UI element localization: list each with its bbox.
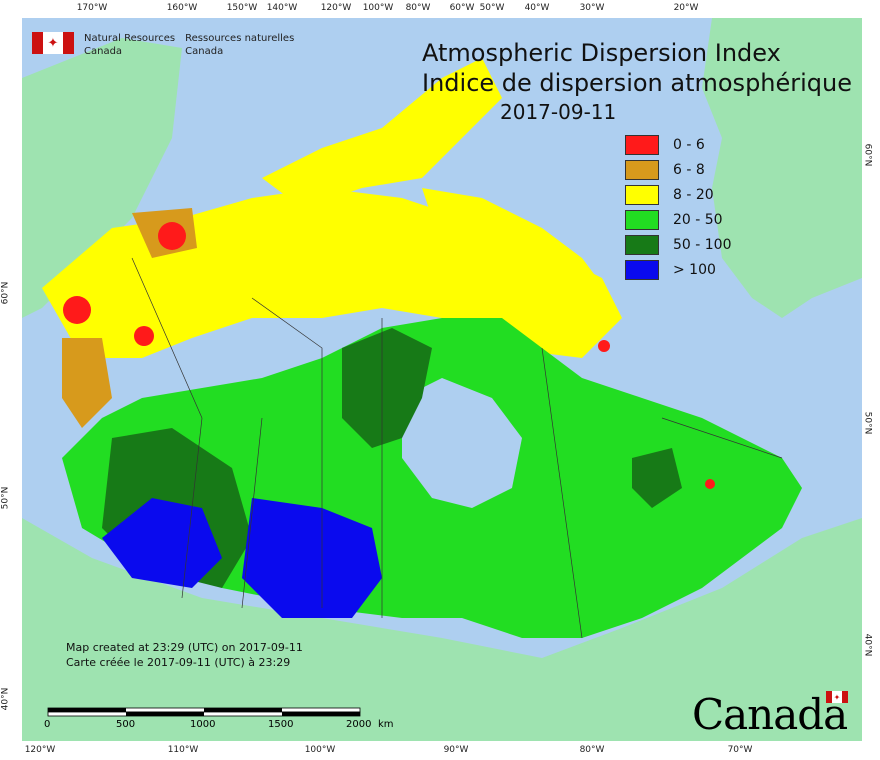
legend-label: 20 - 50 <box>673 211 723 228</box>
agency-name-en: Natural Resources Canada <box>84 33 176 57</box>
legend-item: 20 - 50 <box>625 207 732 232</box>
tick-top-60w: 60°W <box>449 3 475 13</box>
tick-top-140w: 140°W <box>266 3 298 13</box>
region-red-1 <box>158 222 186 250</box>
legend-label: 8 - 20 <box>673 186 714 203</box>
tick-top-100w: 100°W <box>362 3 394 13</box>
usa <box>22 518 862 741</box>
region-red-3 <box>134 326 154 346</box>
tick-bottom-100w: 100°W <box>304 745 336 755</box>
legend: 0 - 6 6 - 8 8 - 20 20 - 50 50 - 100 > 10… <box>625 132 732 282</box>
legend-swatch <box>625 209 659 230</box>
legend-item: 50 - 100 <box>625 232 732 257</box>
hudson-bay <box>402 378 522 508</box>
tick-bottom-110w: 110°W <box>167 745 199 755</box>
canada-flag-icon: ✦ <box>32 32 74 54</box>
alaska <box>22 38 182 318</box>
map-title: Atmospheric Dispersion Index Indice de d… <box>422 38 852 98</box>
dispersion-map <box>22 18 862 741</box>
scale-label-1000: 1000 <box>190 719 216 730</box>
nrcan-logo: ✦ Natural Resources Canada Ressources na… <box>32 32 294 58</box>
region-darkgreen-hudson <box>342 328 432 448</box>
legend-swatch <box>625 234 659 255</box>
tick-top-20w: 20°W <box>673 3 699 13</box>
tick-left-60n: 60°N <box>0 281 11 305</box>
map-date: 2017-09-11 <box>500 100 617 124</box>
tick-right-60n: 60°N <box>862 143 873 167</box>
credit-fr: Carte créée le 2017-09-11 (UTC) à 23:29 <box>66 656 291 669</box>
legend-item: 6 - 8 <box>625 157 732 182</box>
legend-swatch <box>625 184 659 205</box>
scale-unit: km <box>378 719 394 730</box>
scale-label-500: 500 <box>116 719 136 730</box>
tick-bottom-70w: 70°W <box>727 745 753 755</box>
legend-label: 6 - 8 <box>673 161 705 178</box>
region-orange-west <box>62 338 112 428</box>
wordmark-flag-icon: ✦ <box>826 691 848 703</box>
tick-bottom-80w: 80°W <box>579 745 605 755</box>
title-fr: Indice de dispersion atmosphérique <box>422 69 853 97</box>
legend-swatch <box>625 134 659 155</box>
legend-item: 0 - 6 <box>625 132 732 157</box>
tick-right-40n: 40°N <box>862 633 873 657</box>
greenland <box>702 18 862 318</box>
region-darkgreen-quebec <box>632 448 682 508</box>
tick-top-50w: 50°W <box>479 3 505 13</box>
region-red-5 <box>598 340 610 352</box>
baffin-island <box>422 188 612 328</box>
scale-bar-graphic <box>47 707 361 717</box>
region-red-2 <box>63 296 91 324</box>
agency-name-fr: Ressources naturelles Canada <box>185 33 295 57</box>
scale-label-1500: 1500 <box>268 719 294 730</box>
tick-left-50n: 50°N <box>0 486 11 510</box>
region-blue-central <box>242 498 382 618</box>
region-red-4 <box>705 479 715 489</box>
legend-item: > 100 <box>625 257 732 282</box>
map-credits: Map created at 23:29 (UTC) on 2017-09-11… <box>66 640 303 670</box>
title-en: Atmospheric Dispersion Index <box>422 39 781 67</box>
legend-label: 0 - 6 <box>673 136 705 153</box>
map-canvas[interactable] <box>22 18 862 741</box>
arctic-islands <box>262 58 502 208</box>
tick-right-50n: 50°N <box>862 411 873 435</box>
credit-en: Map created at 23:29 (UTC) on 2017-09-11 <box>66 641 303 654</box>
tick-top-40w: 40°W <box>524 3 550 13</box>
tick-top-160w: 160°W <box>166 3 198 13</box>
tick-top-30w: 30°W <box>579 3 605 13</box>
legend-swatch <box>625 259 659 280</box>
tick-top-150w: 150°W <box>226 3 258 13</box>
legend-label: 50 - 100 <box>673 236 732 253</box>
tick-bottom-90w: 90°W <box>443 745 469 755</box>
tick-left-40n: 40°N <box>0 687 11 711</box>
scale-label-0: 0 <box>44 719 51 730</box>
scale-bar: 0 500 1000 1500 2000 km <box>44 706 394 734</box>
legend-item: 8 - 20 <box>625 182 732 207</box>
scale-label-2000: 2000 <box>346 719 372 730</box>
tick-top-170w: 170°W <box>76 3 108 13</box>
tick-top-80w: 80°W <box>405 3 431 13</box>
canada-wordmark: Canada <box>692 690 848 739</box>
tick-bottom-120w: 120°W <box>24 745 56 755</box>
legend-swatch <box>625 159 659 180</box>
tick-top-120w: 120°W <box>320 3 352 13</box>
legend-label: > 100 <box>673 261 716 278</box>
boundary-lines <box>131 257 783 639</box>
region-blue-west <box>102 498 222 588</box>
